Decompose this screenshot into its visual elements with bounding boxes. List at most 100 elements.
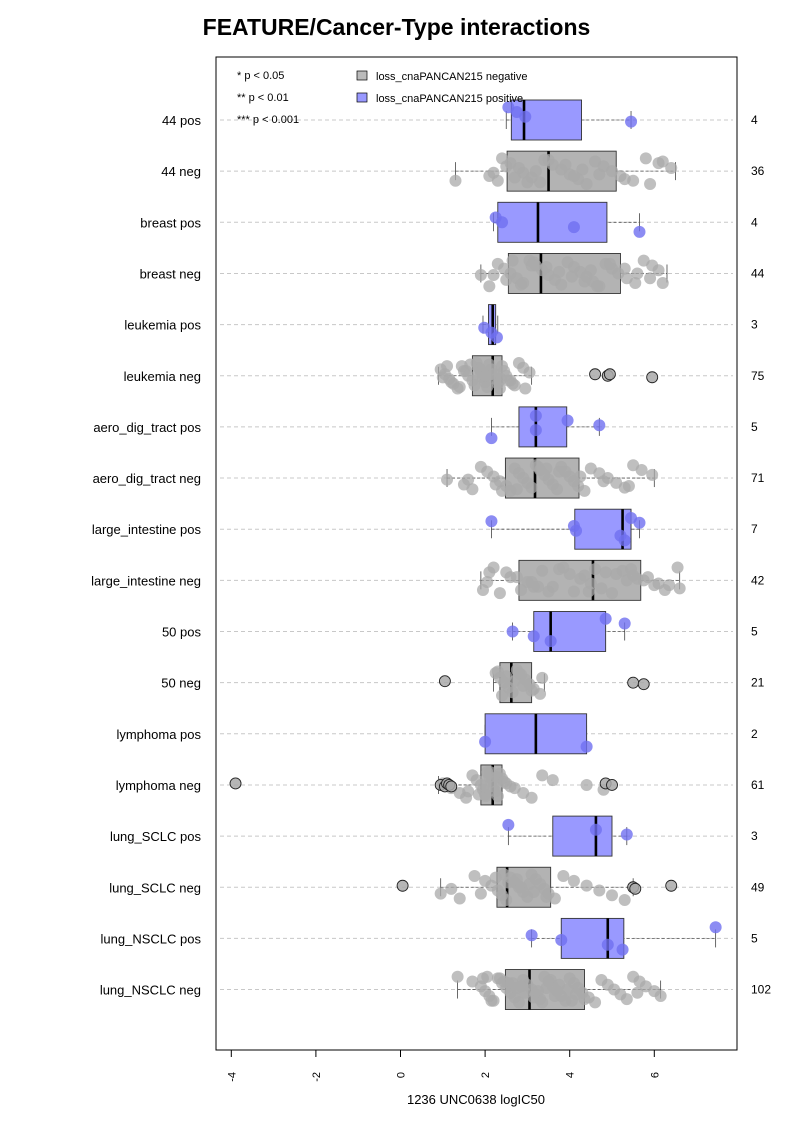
data-point	[479, 735, 492, 748]
data-point	[504, 780, 517, 793]
data-point	[536, 671, 549, 684]
data-point	[525, 929, 538, 942]
x-tick-label: 2	[480, 1072, 492, 1078]
x-tick-label: 6	[649, 1072, 661, 1078]
data-point	[451, 970, 464, 983]
count-label: 4	[751, 215, 758, 229]
data-point	[599, 566, 612, 579]
data-point	[567, 221, 580, 234]
data-point	[490, 331, 503, 344]
data-point	[589, 823, 602, 836]
data-point	[561, 414, 574, 427]
data-point	[671, 561, 684, 574]
data-point	[540, 981, 553, 994]
data-point	[574, 470, 587, 483]
data-point	[487, 166, 500, 179]
category-labels: 44 pos 44 neg breast pos breast neg leukemia…	[91, 113, 201, 998]
count-label: 5	[751, 420, 758, 434]
data-point	[521, 176, 534, 189]
data-point	[462, 473, 475, 486]
data-point	[485, 515, 498, 528]
data-point	[498, 868, 511, 881]
significance-legend-3: *** p < 0.001	[237, 114, 299, 126]
legend-label-negative: loss_cnaPANCAN215 negative	[376, 71, 527, 83]
data-point	[504, 571, 517, 584]
data-point	[589, 563, 602, 576]
data-point	[597, 475, 610, 488]
data-point	[639, 152, 652, 165]
category-label: large_intestine pos	[92, 522, 202, 537]
data-point	[631, 572, 644, 585]
data-point	[468, 379, 481, 392]
data-point	[466, 483, 479, 496]
data-point	[601, 938, 614, 951]
count-label: 21	[751, 676, 765, 690]
data-point	[557, 561, 570, 574]
data-point	[625, 563, 638, 576]
data-point	[481, 575, 494, 588]
data-point	[500, 160, 513, 173]
data-point	[580, 740, 593, 753]
data-point	[515, 278, 528, 291]
data-point	[536, 564, 549, 577]
data-point	[606, 587, 618, 600]
category-label: lymphoma pos	[116, 727, 201, 742]
category-label: leukemia neg	[124, 369, 201, 384]
data-point	[491, 790, 504, 803]
data-point	[578, 569, 591, 582]
count-label: 49	[751, 880, 765, 894]
box	[497, 201, 608, 243]
data-point	[618, 617, 631, 630]
data-point	[557, 870, 570, 883]
category-label: 44 pos	[162, 113, 202, 128]
data-point	[453, 892, 466, 905]
data-point	[496, 484, 509, 497]
category-label: aero_dig_tract pos	[93, 420, 201, 435]
data-point	[487, 269, 500, 282]
chart-title: FEATURE/Cancer-Type interactions	[202, 14, 591, 40]
data-point	[519, 110, 532, 123]
data-point	[622, 480, 635, 493]
data-point	[593, 168, 606, 181]
count-label: 4	[751, 113, 758, 127]
data-point	[631, 986, 644, 999]
data-point	[618, 262, 631, 275]
data-point	[502, 374, 515, 387]
data-point	[629, 277, 642, 290]
category-label: lymphoma neg	[116, 778, 201, 793]
outlier-point	[637, 678, 650, 691]
data-point	[565, 270, 578, 283]
data-point	[578, 275, 591, 288]
data-point	[618, 894, 631, 907]
data-point	[510, 873, 523, 886]
data-point	[635, 464, 648, 477]
count-label: 7	[751, 522, 758, 536]
data-point	[506, 686, 519, 699]
data-point	[546, 774, 559, 787]
data-point	[580, 778, 593, 791]
count-label: 3	[751, 829, 758, 843]
data-point	[673, 582, 686, 595]
legend-label-positive: loss_cnaPANCAN215 positive	[376, 93, 523, 105]
data-point	[500, 894, 513, 907]
data-point	[665, 161, 678, 174]
data-point	[479, 369, 492, 382]
data-point	[481, 380, 494, 393]
outlier-point	[629, 882, 642, 895]
count-label: 61	[751, 778, 765, 792]
data-point	[567, 874, 580, 887]
category-label: lung_SCLC pos	[110, 829, 202, 844]
category-label: 50 neg	[161, 676, 201, 691]
count-label: 36	[751, 164, 765, 178]
data-point	[502, 818, 515, 831]
data-point	[656, 155, 669, 168]
outlier-point	[438, 675, 451, 688]
data-point	[525, 684, 538, 697]
outlier-point	[665, 879, 678, 892]
data-point	[570, 524, 583, 537]
data-point	[519, 382, 532, 395]
data-point	[479, 790, 492, 803]
data-point	[654, 989, 667, 1002]
significance-legend-2: ** p < 0.01	[237, 92, 289, 104]
data-point	[493, 587, 506, 600]
